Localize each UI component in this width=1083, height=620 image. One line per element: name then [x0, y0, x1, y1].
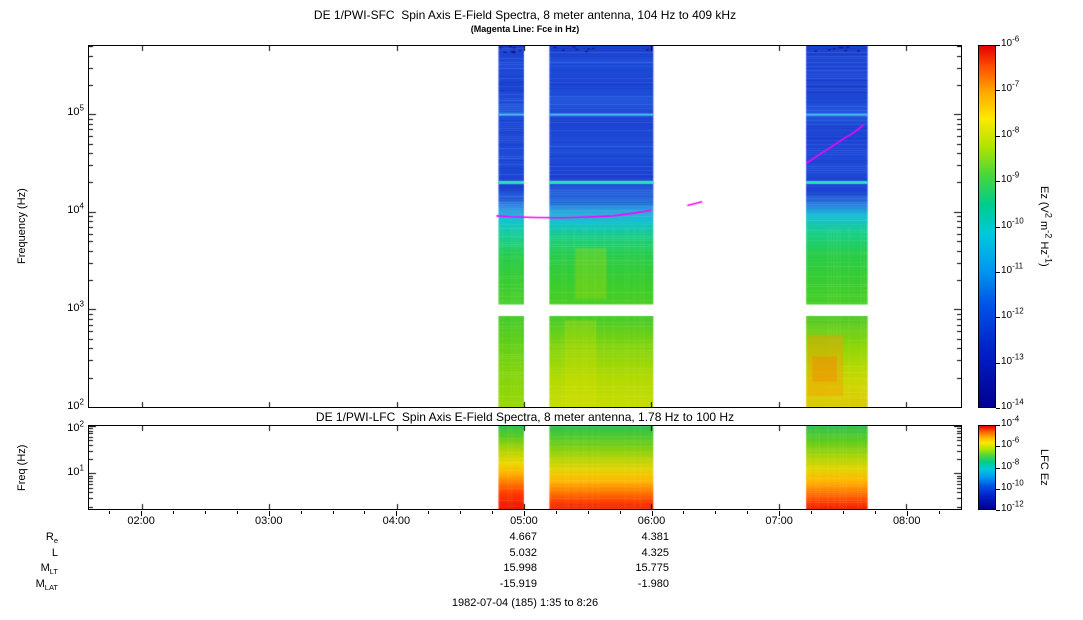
colorbar-tick-mark	[996, 488, 1000, 490]
colorbar-tick-mark	[996, 408, 1000, 409]
x-axis-tick-mark	[396, 511, 398, 516]
x-axis-minor-tick-mark	[428, 511, 430, 514]
colorbar-tick-mark	[996, 135, 1000, 137]
x-axis-tick-label: 06:00	[637, 515, 666, 527]
colorbar-tick-label: 10-6	[1001, 34, 1020, 49]
colorbar-tick-label: 10-7	[1001, 80, 1020, 95]
y-axis-tick-label: 102	[67, 397, 84, 412]
colorbar-tick-label: 10-11	[1001, 261, 1024, 276]
x-axis-tick-label: 08:00	[892, 515, 921, 527]
y-axis-tick-label: 105	[67, 103, 84, 118]
x-axis-tick-label: 05:00	[510, 515, 538, 527]
x-axis-tick-mark	[651, 511, 653, 516]
colorbar-tick-mark	[996, 181, 1000, 183]
sfc-spectrogram	[89, 46, 961, 407]
ephemeris-value: -15.919	[499, 578, 537, 591]
colorbar-tick-mark	[996, 226, 1000, 228]
lfc-colorbar-label: LFC Ez	[1038, 449, 1050, 486]
colorbar-tick-mark	[996, 317, 1000, 319]
ephemeris-value: 15.775	[635, 562, 669, 575]
x-axis-minor-tick-mark	[874, 511, 876, 514]
lfc-y-axis-label: Freq (Hz)	[16, 444, 28, 491]
sfc-y-axis-label: Frequency (Hz)	[16, 188, 28, 265]
x-axis-minor-tick-mark	[332, 511, 334, 514]
sfc-colorbar	[978, 45, 996, 408]
y-axis-tick-label: 102	[67, 419, 84, 434]
x-axis-tick-mark	[779, 511, 781, 516]
sfc-plot-area	[88, 45, 962, 408]
ephemeris-row-label: MLT	[40, 562, 58, 577]
colorbar-tick-label: 10-8	[1001, 125, 1020, 140]
y-axis-tick-label: 101	[67, 462, 84, 478]
x-axis-minor-tick-mark	[747, 511, 749, 514]
sfc-subtitle: (Magenta Line: Fce in Hz)	[470, 24, 580, 34]
y-axis-tick-label: 103	[67, 299, 84, 314]
footer-date-range: 1982-07-04 (185) 1:35 to 8:26	[451, 597, 599, 609]
x-axis-tick-mark	[268, 511, 270, 516]
lfc-title: DE 1/PWI-LFC Spin Axis E-Field Spectra, …	[315, 410, 735, 424]
lfc-spectrogram	[89, 426, 961, 509]
x-axis-minor-tick-mark	[204, 511, 206, 514]
colorbar-tick-label: 10-6	[1001, 435, 1020, 451]
x-axis-minor-tick-mark	[460, 511, 462, 514]
ephemeris-value: -1.980	[637, 578, 669, 591]
x-axis-tick-label: 03:00	[254, 515, 283, 527]
x-axis-minor-tick-mark	[619, 511, 621, 514]
ephemeris-value: 4.667	[509, 531, 537, 543]
colorbar-tick-label: 10-8	[1001, 457, 1020, 472]
colorbar-tick-mark	[996, 362, 1000, 364]
colorbar-tick-label: 10-4	[1001, 414, 1020, 429]
colorbar-tick-mark	[996, 45, 1000, 46]
ephemeris-value: 4.325	[641, 546, 669, 559]
sfc-colorbar-label: Ez (V2 m-2 Hz-1)	[1038, 186, 1054, 267]
colorbar-tick-label: 10-14	[1001, 397, 1024, 412]
colorbar-tick-mark	[996, 90, 1000, 92]
x-axis-tick-label: 04:00	[382, 515, 411, 527]
ephemeris-value: 5.032	[509, 546, 537, 559]
x-axis-tick-mark	[141, 511, 143, 516]
x-axis-minor-tick-mark	[811, 511, 813, 514]
colorbar-tick-mark	[996, 446, 1000, 448]
ephemeris-row-label: L	[51, 546, 58, 559]
ephemeris-value: 15.998	[503, 562, 537, 575]
x-axis-minor-tick-mark	[842, 511, 844, 514]
x-axis-minor-tick-mark	[236, 511, 238, 514]
x-axis-tick-label: 02:00	[127, 515, 155, 527]
ephemeris-value: 4.381	[641, 531, 669, 543]
x-axis-minor-tick-mark	[173, 511, 175, 514]
colorbar-tick-mark	[996, 510, 1000, 511]
colorbar-tick-label: 10-9	[1001, 170, 1020, 186]
lfc-colorbar	[978, 425, 996, 510]
x-axis-minor-tick-mark	[555, 511, 557, 514]
x-axis-minor-tick-mark	[938, 511, 940, 514]
colorbar-tick-mark	[996, 271, 1000, 273]
colorbar-tick-label: 10-10	[1001, 216, 1024, 231]
ephemeris-row-label: MLAT	[35, 578, 58, 593]
colorbar-tick-label: 10-12	[1001, 306, 1024, 322]
lfc-plot-area	[88, 425, 962, 510]
colorbar-tick-mark	[996, 425, 1000, 426]
x-axis-tick-mark	[523, 511, 525, 516]
x-axis-minor-tick-mark	[683, 511, 685, 514]
x-axis-minor-tick-mark	[364, 511, 366, 514]
ephemeris-row-label: Re	[45, 531, 58, 546]
colorbar-tick-label: 10-13	[1001, 352, 1024, 367]
sfc-title: DE 1/PWI-SFC Spin Axis E-Field Spectra, …	[313, 8, 737, 22]
y-axis-tick-label: 104	[67, 201, 84, 216]
x-axis-minor-tick-mark	[109, 511, 111, 514]
colorbar-tick-label: 10-12	[1001, 499, 1024, 514]
colorbar-tick-mark	[996, 467, 1000, 469]
x-axis-tick-mark	[906, 511, 908, 516]
colorbar-tick-label: 10-10	[1001, 478, 1024, 493]
x-axis-minor-tick-mark	[492, 511, 494, 514]
x-axis-minor-tick-mark	[587, 511, 589, 514]
x-axis-tick-label: 07:00	[765, 515, 793, 527]
x-axis-minor-tick-mark	[715, 511, 717, 514]
x-axis-minor-tick-mark	[300, 511, 302, 514]
